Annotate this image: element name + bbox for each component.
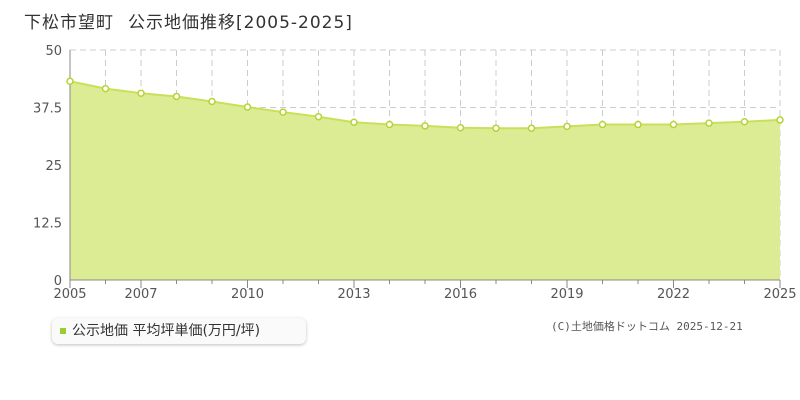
x-tick-labels: 2005 2007 2010 2013 2016 2019 2022 2025 [53, 287, 796, 302]
legend-label: 公示地価 平均坪単価(万円/坪) [72, 323, 261, 339]
data-point [492, 124, 500, 132]
x-tick-label: 2016 [444, 287, 477, 302]
y-tick-label: 25 [45, 159, 62, 174]
y-tick-label: 0 [54, 274, 62, 289]
data-point [598, 120, 607, 129]
y-tick-label: 37.5 [33, 102, 62, 117]
data-point [66, 77, 74, 86]
data-point [208, 97, 216, 106]
x-tick-label: 2007 [124, 287, 157, 302]
data-point [172, 92, 181, 101]
y-tick-label: 50 [45, 44, 62, 59]
x-tick-label: 2022 [657, 287, 690, 302]
data-point [243, 103, 252, 111]
x-tick-label: 2010 [231, 287, 264, 302]
data-point [669, 120, 678, 129]
x-tick-label: 2025 [763, 287, 796, 302]
title-subtitle: 公示地価推移[2005-2025] [128, 13, 353, 33]
x-tick-label: 2013 [337, 287, 370, 302]
data-points [66, 77, 784, 132]
data-point [314, 112, 323, 121]
data-point [634, 120, 642, 129]
legend: 公示地価 平均坪単価(万円/坪) [52, 318, 306, 344]
data-point [705, 119, 713, 127]
area-fill [70, 81, 780, 280]
title-location: 下松市望町 [24, 13, 114, 33]
data-point [740, 118, 749, 126]
x-tick-label: 2005 [53, 287, 86, 302]
data-point [563, 122, 571, 131]
data-point [137, 89, 145, 97]
x-tick-label: 2019 [550, 287, 583, 302]
data-point [527, 124, 536, 132]
data-point [385, 120, 394, 129]
y-tick-label: 12.5 [33, 217, 62, 232]
data-point [350, 118, 358, 126]
chart-title: 下松市望町 公示地価推移[2005-2025] [24, 8, 353, 33]
copyright-text: (C)土地価格ドットコム 2025-12-21 [551, 320, 743, 333]
data-point [101, 84, 110, 93]
data-point [279, 108, 287, 116]
data-point [456, 123, 465, 132]
data-point [776, 116, 784, 124]
axes [69, 50, 781, 288]
y-tick-labels: 0 12.5 25 37.5 50 [33, 44, 62, 289]
legend-swatch [60, 328, 66, 334]
data-point [421, 122, 429, 130]
